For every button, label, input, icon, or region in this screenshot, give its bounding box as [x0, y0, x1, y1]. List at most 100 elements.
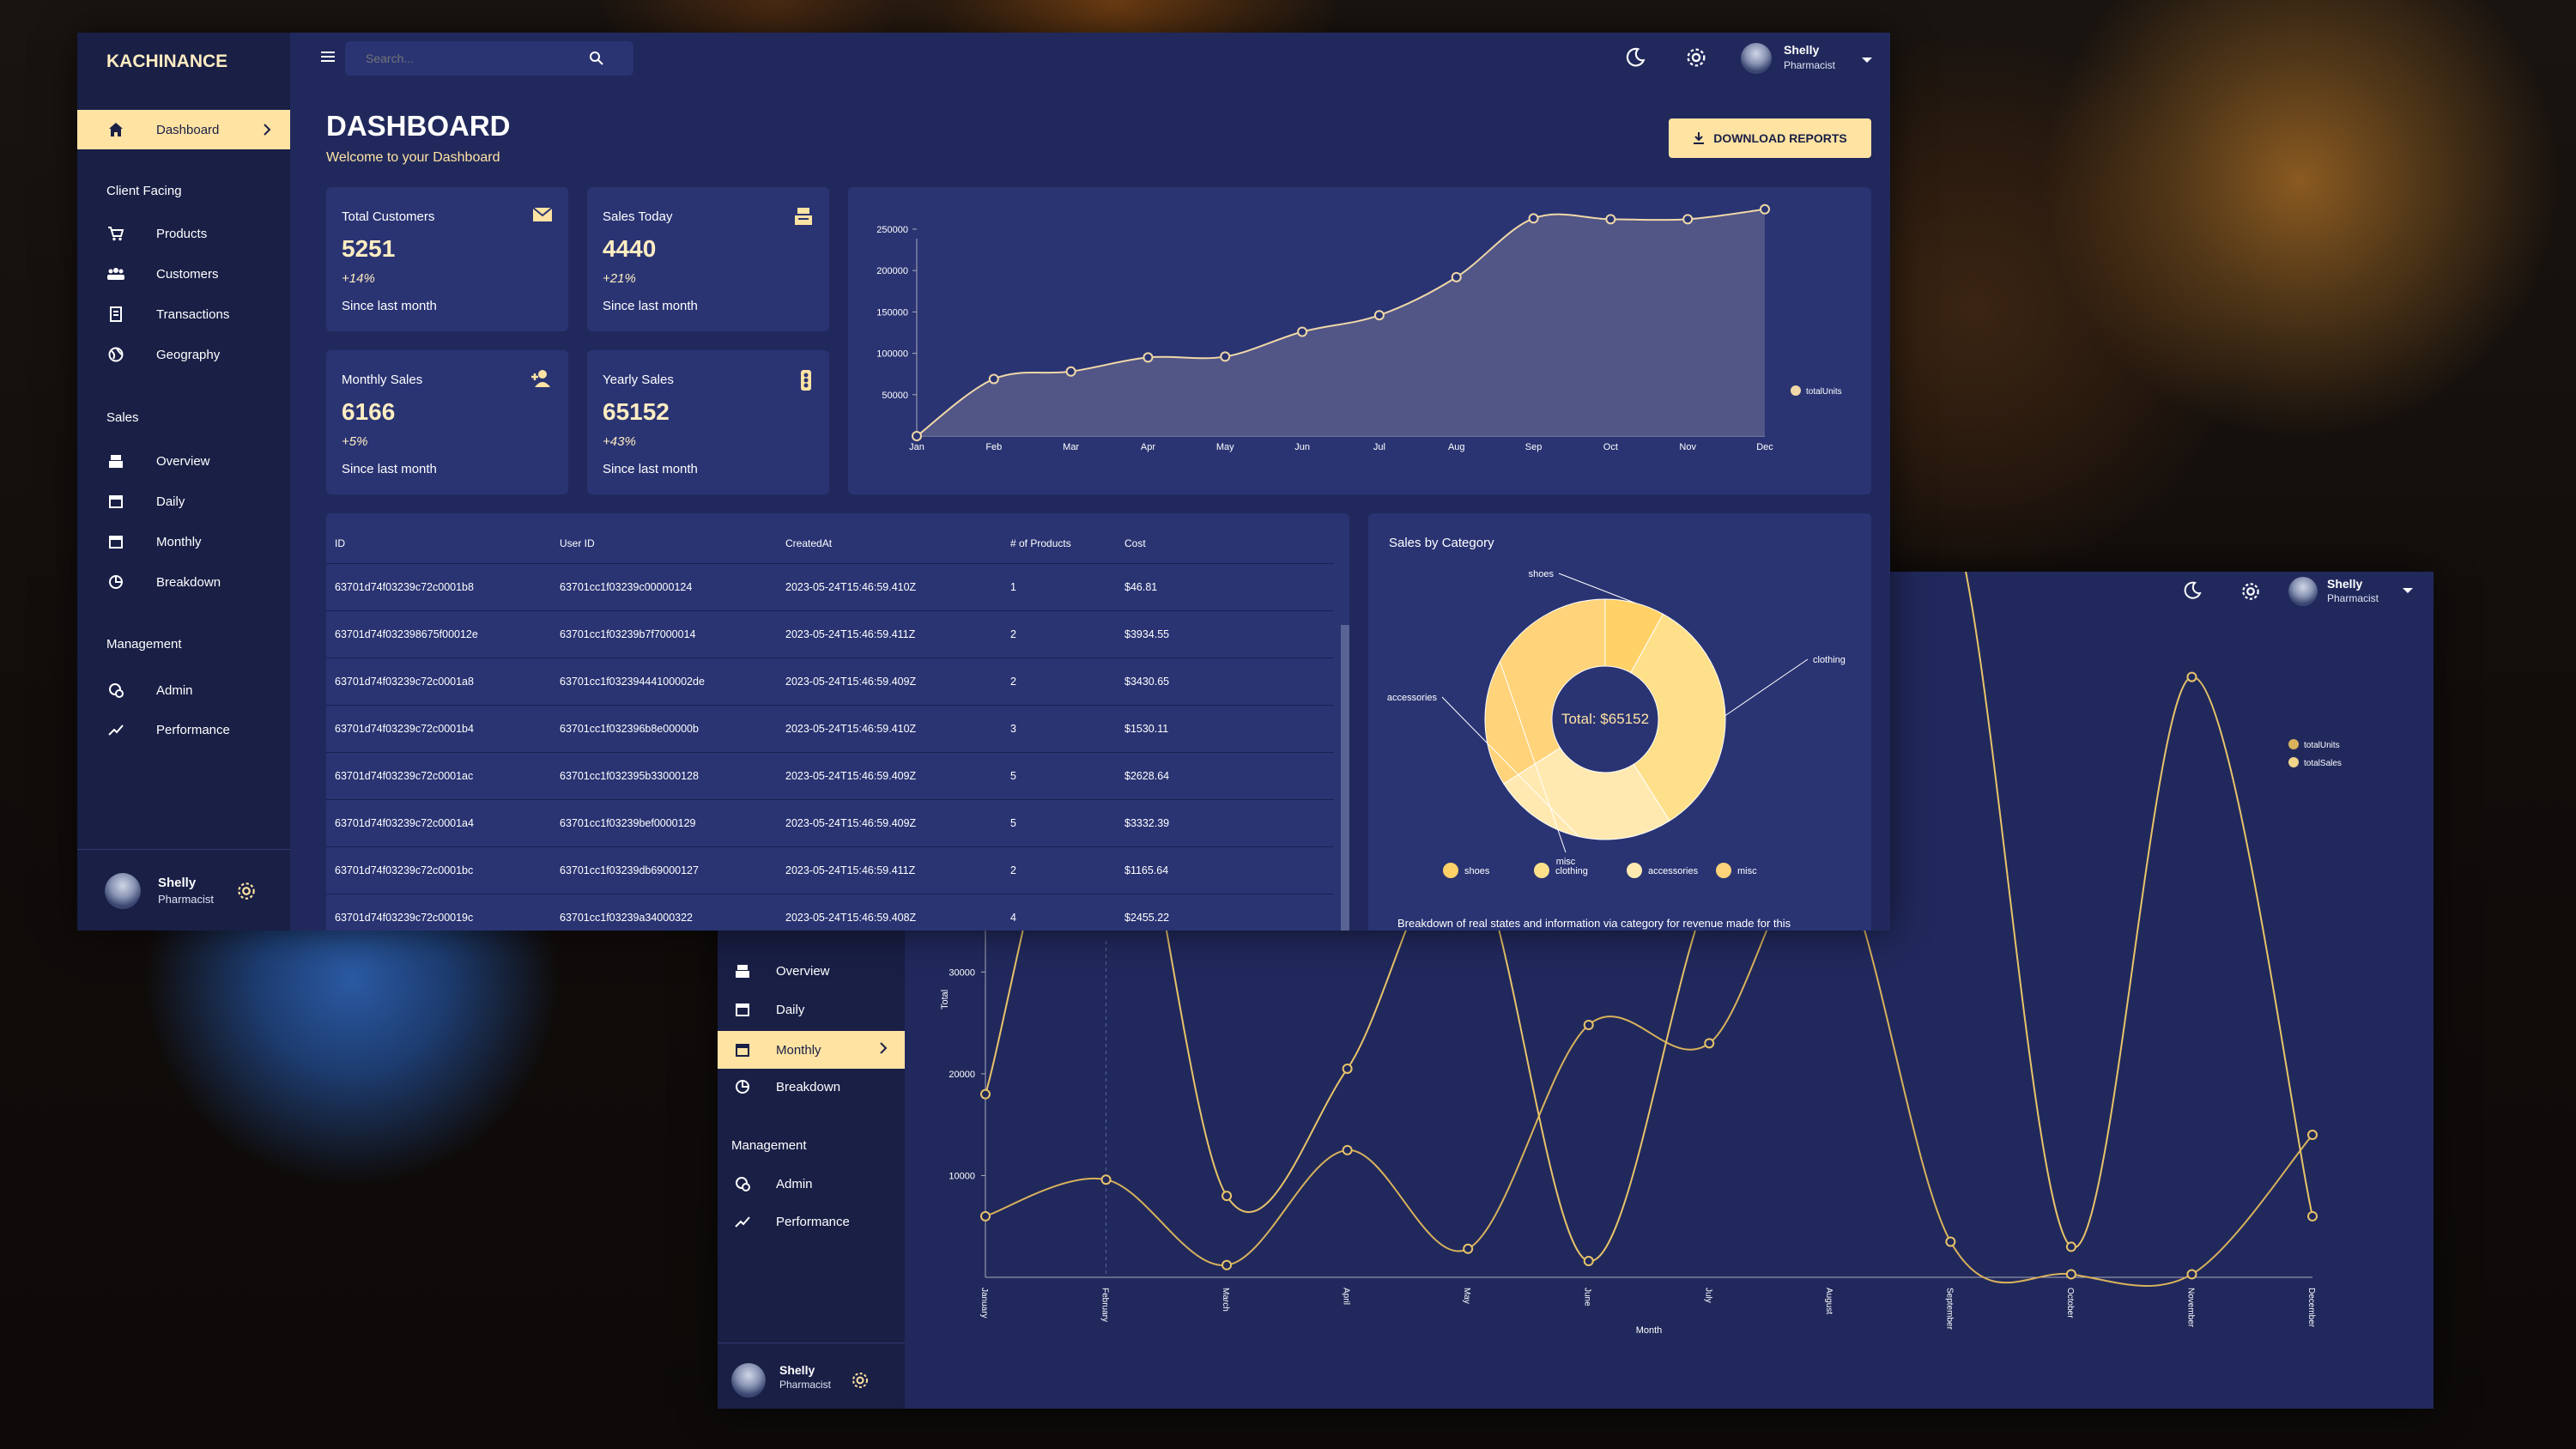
menu-icon[interactable]	[319, 50, 336, 68]
table-cell: $2628.64	[1124, 770, 1170, 782]
column-header[interactable]: CreatedAt	[785, 537, 833, 549]
search-bar[interactable]	[345, 41, 633, 76]
table-cell: 4	[1010, 912, 1016, 924]
dark-mode-icon[interactable]	[2182, 580, 2203, 605]
avatar[interactable]	[105, 873, 141, 909]
table-row[interactable]: 63701d74f03239c72c0001a8 63701cc1f0323944…	[326, 658, 1334, 705]
settings-icon[interactable]	[1684, 45, 1708, 74]
sidebar-item-label: Breakdown	[776, 1079, 841, 1094]
column-header[interactable]: ID	[335, 537, 345, 549]
sidebar-item-customers[interactable]: Customers	[77, 257, 290, 291]
avatar[interactable]	[731, 1363, 766, 1397]
data-point	[1704, 1038, 1715, 1049]
x-tick-label: Oct	[1603, 442, 1618, 452]
table-cell: 2023-05-24T15:46:59.408Z	[785, 912, 917, 924]
column-header[interactable]: Cost	[1124, 537, 1146, 549]
table-cell: 2	[1010, 676, 1016, 688]
data-point	[1100, 1174, 1112, 1185]
table-cell: 63701d74f032398675f00012e	[335, 628, 478, 640]
scrollbar[interactable]	[1341, 625, 1349, 931]
callout-label: shoes	[1529, 569, 1555, 579]
calendar-icon	[106, 492, 125, 511]
sidebar-item-daily[interactable]: Daily	[718, 992, 905, 1027]
y-tick-label: 100000	[876, 349, 908, 360]
chevron-down-icon[interactable]	[2402, 584, 2414, 599]
stat-percent: +14%	[342, 271, 375, 286]
sidebar-item-label: Monthly	[156, 534, 202, 549]
sidebar-item-geography[interactable]: Geography	[77, 337, 290, 372]
sidebar-item-performance[interactable]: Performance	[77, 712, 290, 747]
data-point	[980, 1088, 991, 1100]
sidebar-item-overview[interactable]: Overview	[77, 444, 290, 478]
overview-chart-card: 50000 100000 150000 200000 250000 Jan Feb Mar Ap…	[848, 187, 1871, 494]
sidebar-item-performance[interactable]: Performance	[718, 1204, 905, 1239]
sidebar-item-transactions[interactable]: Transactions	[77, 297, 290, 331]
x-tick-label: Jan	[909, 442, 924, 452]
column-header[interactable]: # of Products	[1010, 537, 1071, 549]
avatar[interactable]	[2288, 577, 2318, 606]
sidebar-item-label: Admin	[156, 682, 193, 698]
sidebar-item-daily[interactable]: Daily	[77, 484, 290, 518]
table-row[interactable]: 63701d74f03239c72c00019c 63701cc1f03239a3…	[326, 894, 1334, 931]
x-tick-label: Apr	[1141, 442, 1155, 452]
sidebar-item-dashboard[interactable]: Dashboard	[77, 110, 290, 149]
legend-dot	[1534, 863, 1549, 878]
table-row[interactable]: 63701d74f03239c72c0001b8 63701cc1f03239c0…	[326, 563, 1334, 610]
data-point	[1451, 271, 1462, 282]
x-tick-label: February	[1100, 1288, 1110, 1322]
y-tick-label: 30000	[949, 967, 975, 978]
download-reports-button[interactable]: DOWNLOAD REPORTS	[1669, 118, 1871, 158]
user-name: Shelly	[2327, 577, 2363, 591]
user-name: Shelly	[158, 876, 197, 890]
home-icon	[106, 120, 125, 139]
table-cell: 2023-05-24T15:46:59.409Z	[785, 770, 917, 782]
table-cell: 5	[1010, 770, 1016, 782]
settings-icon[interactable]	[850, 1370, 870, 1395]
table-row[interactable]: 63701d74f03239c72c0001bc 63701cc1f03239db…	[326, 846, 1334, 894]
sidebar-item-overview[interactable]: Overview	[718, 954, 905, 988]
dashboard-window: KACHINANCE Dashboard Client Facing Produ…	[77, 33, 1890, 931]
legend-dot	[1791, 385, 1801, 396]
data-point	[1583, 1020, 1594, 1031]
settings-icon[interactable]	[235, 880, 258, 906]
sidebar-item-label: Daily	[776, 1002, 805, 1017]
sidebar-item-admin[interactable]: Admin	[718, 1167, 905, 1201]
chevron-down-icon[interactable]	[1861, 53, 1873, 69]
data-point	[1297, 326, 1308, 337]
sidebar-item-monthly[interactable]: Monthly	[77, 524, 290, 559]
settings-icon[interactable]	[2240, 580, 2262, 607]
sidebar-item-label: Breakdown	[156, 574, 221, 590]
avatar[interactable]	[1741, 43, 1772, 74]
section-client-facing: Client Facing	[106, 184, 182, 198]
sidebar-item-breakdown[interactable]: Breakdown	[77, 565, 290, 599]
table-row[interactable]: 63701d74f03239c72c0001a4 63701cc1f03239be…	[326, 799, 1334, 846]
pie-footer: Breakdown of real states and information…	[1397, 917, 1791, 930]
shopping-cart-icon	[106, 224, 125, 243]
sidebar-item-admin[interactable]: Admin	[77, 673, 290, 707]
table-row[interactable]: 63701d74f03239c72c0001ac 63701cc1f032395b…	[326, 752, 1334, 799]
table-cell: 2023-05-24T15:46:59.411Z	[785, 864, 916, 876]
sidebar-item-products[interactable]: Products	[77, 216, 290, 251]
legend-label: accessories	[1648, 866, 1699, 876]
search-input[interactable]	[366, 50, 589, 67]
brand-logo[interactable]: KACHINANCE	[106, 52, 228, 71]
legend-dot	[2288, 739, 2299, 749]
data-point	[1221, 1191, 1233, 1202]
chevron-right-icon	[263, 123, 271, 140]
data-point	[2186, 671, 2197, 682]
column-header[interactable]: User ID	[560, 537, 595, 549]
dark-mode-icon[interactable]	[1624, 46, 1646, 73]
sidebar-item-label: Products	[156, 226, 208, 241]
sidebar-item-breakdown[interactable]: Breakdown	[718, 1070, 905, 1104]
point-of-sale-icon	[793, 206, 814, 231]
table-cell: $1530.11	[1124, 723, 1169, 735]
chevron-right-icon	[879, 1041, 888, 1058]
data-point	[912, 431, 922, 441]
point-of-sale-icon	[733, 961, 752, 980]
sidebar-item-monthly[interactable]: Monthly	[718, 1031, 905, 1069]
table-row[interactable]: 63701d74f032398675f00012e 63701cc1f03239b…	[326, 610, 1334, 658]
table-row[interactable]: 63701d74f03239c72c0001b4 63701cc1f032396b…	[326, 705, 1334, 752]
y-tick-label: 200000	[876, 266, 908, 276]
y-tick-label: 20000	[949, 1070, 975, 1080]
search-icon[interactable]	[589, 51, 604, 70]
